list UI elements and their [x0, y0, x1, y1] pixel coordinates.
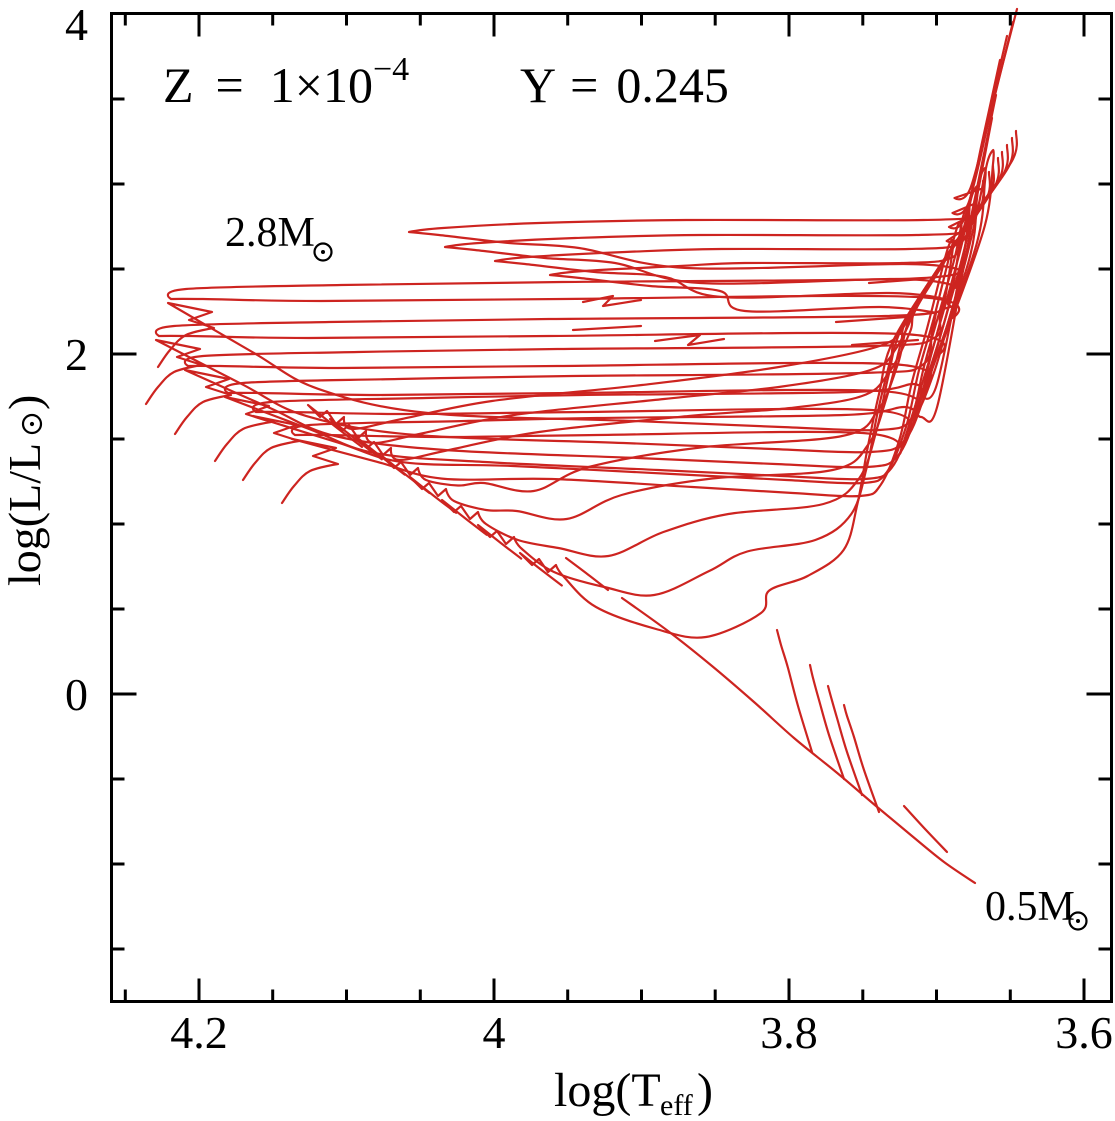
svg-text:): ) [0, 395, 50, 410]
svg-text:eff: eff [660, 1089, 693, 1116]
svg-text:2: 2 [65, 329, 88, 380]
svg-text:log(L/L: log(L/L [0, 443, 50, 586]
svg-text:3.8: 3.8 [760, 1007, 818, 1058]
svg-text:2.8M: 2.8M [225, 210, 315, 256]
svg-text:3.6: 3.6 [1055, 1007, 1113, 1058]
svg-text:4: 4 [483, 1007, 506, 1058]
svg-text:Y=0.245: Y = 0.245 [520, 57, 729, 113]
svg-text:4: 4 [65, 0, 88, 50]
svg-text:0.5M: 0.5M [985, 884, 1075, 930]
svg-text:log(T: log(T [554, 1064, 661, 1116]
svg-text:): ) [697, 1064, 713, 1116]
svg-text:4.2: 4.2 [170, 1007, 228, 1058]
svg-text:0: 0 [65, 669, 88, 720]
